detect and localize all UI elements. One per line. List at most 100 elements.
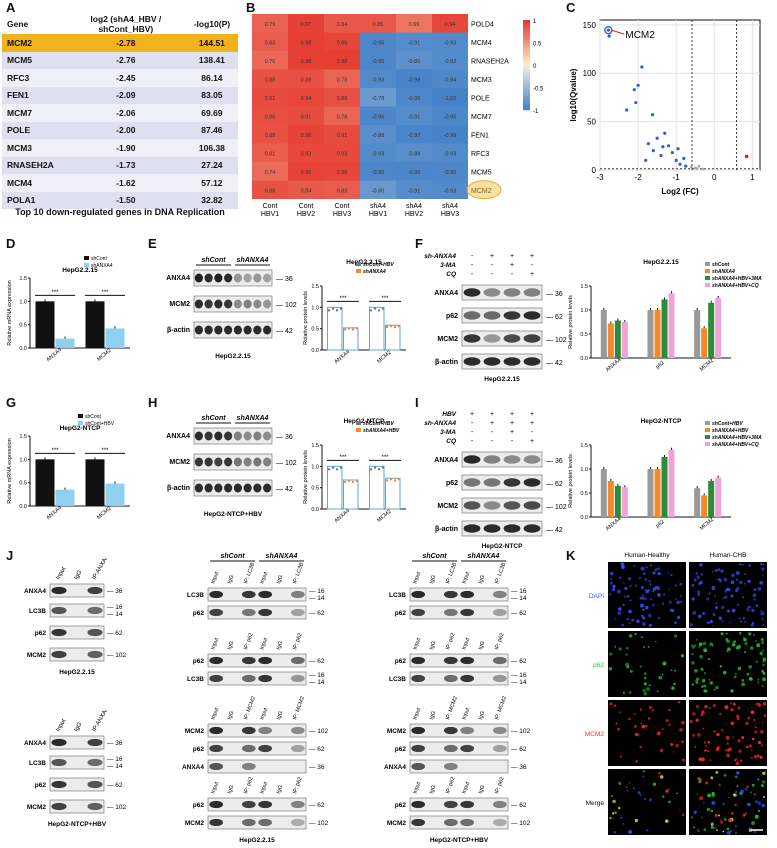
data-point-blue: [625, 108, 629, 112]
fluorescence-signal: [737, 706, 741, 709]
heatmap-row-label: MCM5: [471, 169, 492, 176]
blot-band: [463, 357, 481, 366]
fluorescence-signal: [698, 757, 702, 761]
colorbar-tick: -1: [533, 109, 539, 115]
colorbar-segment: [523, 94, 530, 97]
bar: [369, 465, 385, 510]
blot-band: [51, 758, 67, 767]
fluorescence-signal: [609, 816, 612, 820]
fluorescence-signal: [642, 622, 646, 626]
y-tick-label: 1.5: [580, 284, 588, 290]
blot-band: [241, 726, 256, 735]
blot-band: [483, 311, 501, 320]
table-cell: 57.12: [185, 174, 238, 192]
chart-title: HepG2.2.15: [346, 259, 382, 266]
dot: [347, 327, 351, 330]
fluorescence-signal: [665, 789, 669, 793]
fluorescence-signal: [648, 623, 652, 627]
fluorescence-signal: [703, 741, 706, 744]
heatmap-value: -0.88: [372, 133, 385, 139]
fluorescence-signal: [760, 730, 764, 734]
fluorescence-signal: [642, 775, 645, 778]
data-point-blue: [678, 162, 682, 166]
micrograph-tile: [608, 769, 686, 835]
lane-label: IP: p62: [494, 632, 506, 650]
blot-row-label: MCM2: [169, 301, 190, 308]
fluorescence-signal: [719, 712, 722, 716]
data-point-blue: [670, 150, 674, 155]
fluorescence-signal: [724, 595, 728, 599]
fluorescence-signal: [642, 770, 645, 773]
dot: [369, 468, 373, 471]
heatmap-value: -0.95: [372, 40, 385, 46]
panel-label-k: K: [566, 548, 576, 563]
blot-band: [253, 325, 262, 335]
bar: [621, 487, 628, 517]
blot-band: [463, 478, 481, 487]
y-tick-label: 1.0: [580, 467, 588, 473]
heatmap-cell: [360, 162, 396, 181]
blot-band: [214, 273, 223, 283]
fluorescence-signal: [614, 645, 617, 648]
mw-marker: — 16: [309, 588, 325, 595]
fluorescence-signal: [716, 578, 719, 581]
bar: [614, 320, 621, 358]
fluorescence-signal: [631, 618, 635, 622]
fluorescence-signal: [717, 568, 721, 572]
heatmap-cell: [324, 125, 360, 144]
fluorescence-signal: [721, 605, 725, 610]
colorbar-segment: [523, 30, 530, 33]
table-caption: Top 10 down-regulated genes in DNA Repli…: [15, 207, 225, 217]
blot-row-label: p62: [395, 746, 407, 753]
data-point-blue: [659, 153, 663, 158]
legend-swatch: [78, 414, 83, 418]
fluorescence-signal: [737, 603, 740, 606]
fluorescence-signal: [762, 563, 765, 566]
fluorescence-signal: [737, 738, 741, 743]
legend-swatch: [356, 262, 361, 266]
micrograph-tile: [608, 562, 686, 628]
sig-marker: ***: [101, 448, 109, 454]
blot-row-label: p62: [446, 480, 458, 487]
condition-label: sh-ANXA4: [424, 420, 456, 427]
condition-sign: +: [510, 262, 514, 269]
coip-blot-left-bottom: Input IgG IP:ANXA4 ANXA4 LC3B p62 MCM2 — 36 — 16…: [24, 710, 127, 828]
fluorescence-signal: [735, 831, 738, 834]
fluorescence-signal: [616, 589, 621, 594]
panel-label-i: I: [415, 395, 419, 410]
annotation-line: [611, 29, 625, 35]
fluorescence-signal: [707, 793, 712, 798]
fluorescence-signal: [696, 793, 699, 795]
y-tick-label: 0.5: [311, 327, 319, 333]
western-blot-i: HBV + + + + sh-ANXA4 - + + +3-MA - - + - CQ - - - + ANXA4 — …: [424, 411, 567, 550]
table-cell: -2.00: [65, 121, 186, 139]
dot: [351, 480, 355, 484]
blot-band: [290, 608, 305, 617]
blot-strip: [207, 653, 307, 668]
legend-swatch: [84, 256, 89, 260]
fluorescence-signal: [634, 633, 637, 636]
heatmap-value: 0.94: [445, 22, 456, 28]
y-tick-label: 0.0: [311, 507, 319, 513]
fluorescence-signal: [751, 821, 755, 825]
bar: [55, 338, 75, 348]
blot-band: [87, 650, 103, 659]
blot-band: [209, 800, 224, 809]
table-cell: -2.06: [65, 104, 186, 122]
fluorescence-signal: [712, 703, 716, 708]
blot-band: [209, 590, 224, 599]
table-cell: -2.09: [65, 86, 186, 104]
fluorescence-signal: [705, 781, 709, 785]
legend-swatch: [705, 421, 710, 425]
blot-row-label: β-actin: [435, 359, 458, 366]
fluorescence-signal: [610, 578, 612, 581]
blot-band: [411, 608, 426, 617]
heatmap-value: -0.96: [372, 114, 385, 120]
mw-marker: — 102: [309, 728, 329, 735]
fluorescence-signal: [739, 580, 743, 585]
table-cell: 69.69: [185, 104, 238, 122]
fluorescence-signal: [674, 621, 677, 625]
blot-band: [87, 802, 103, 811]
heatmap-cell: [396, 14, 432, 33]
heatmap-value: 0.69: [409, 22, 420, 28]
